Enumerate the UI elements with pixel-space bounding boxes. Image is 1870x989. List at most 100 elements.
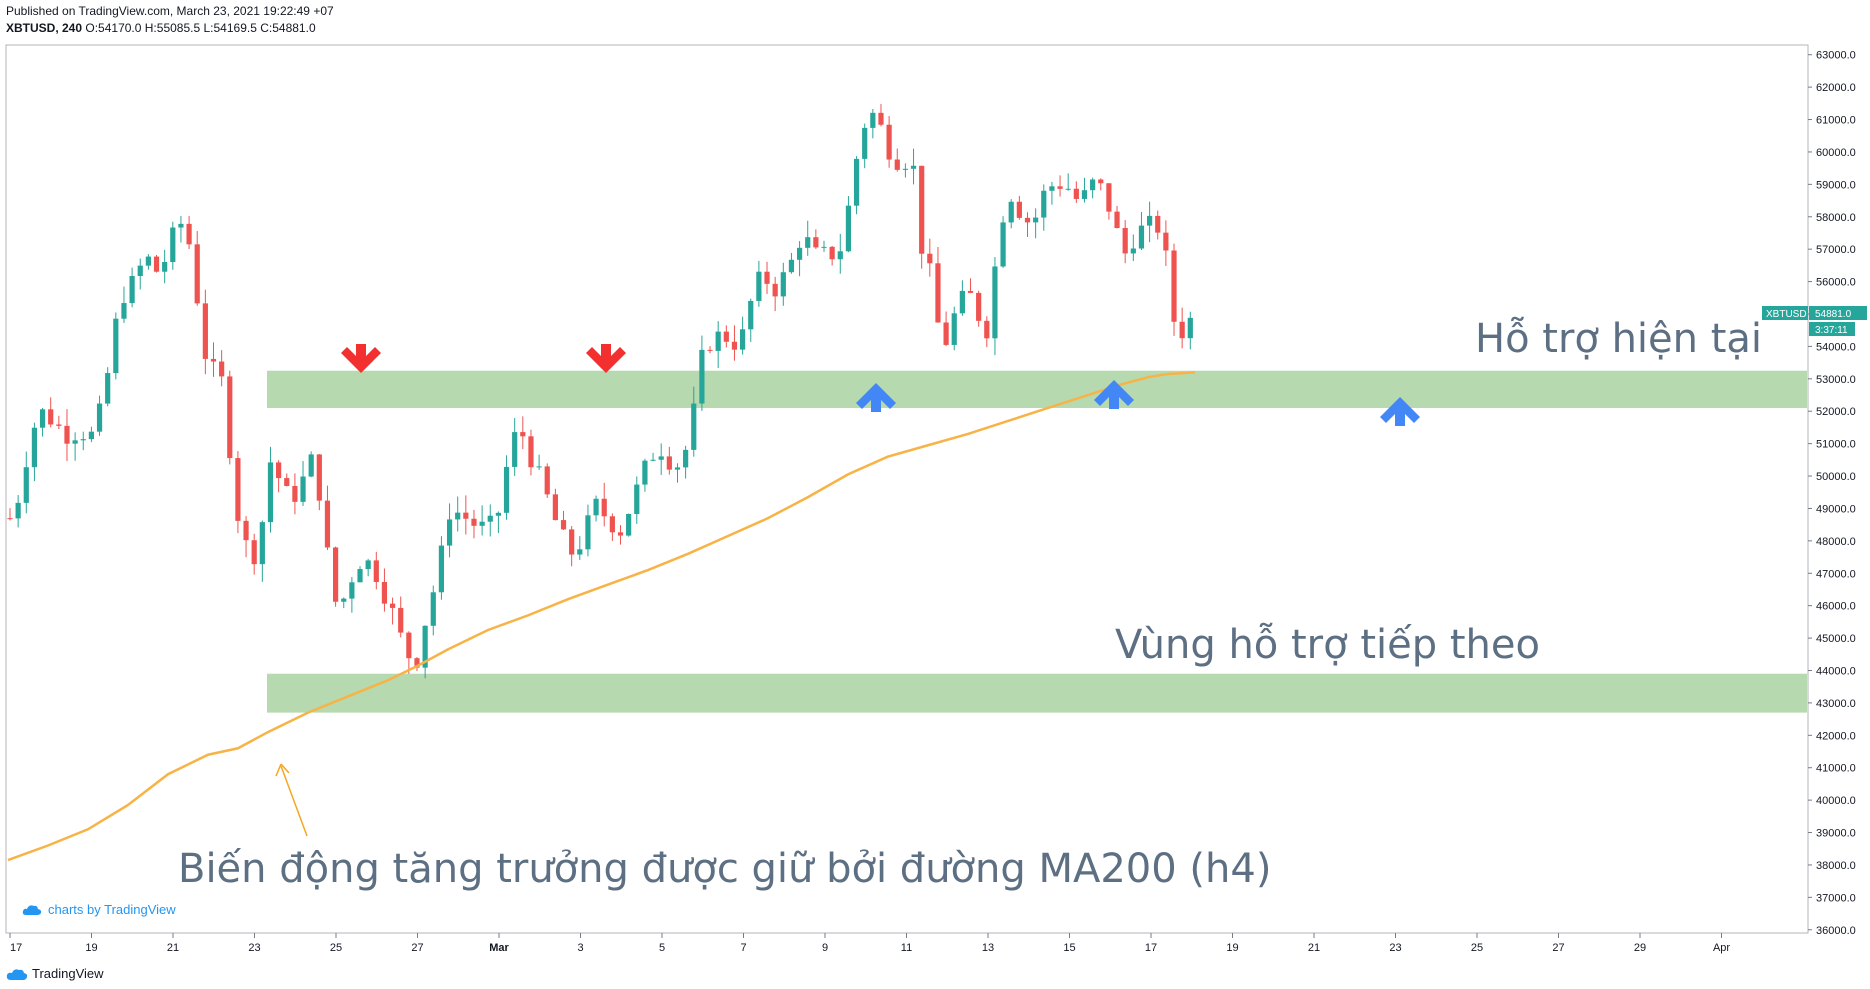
y-tick-label: 38000.0 [1816, 860, 1856, 872]
y-tick-label: 42000.0 [1816, 730, 1856, 742]
candle-down [552, 494, 558, 521]
candle-down [1024, 217, 1031, 223]
footer-brand[interactable]: TradingView [6, 966, 104, 981]
resistance-arrow-icon [341, 344, 381, 373]
candle-up [308, 454, 314, 477]
y-tick-label: 45000.0 [1816, 633, 1856, 645]
candle-up [780, 272, 786, 297]
candle-down [569, 529, 575, 555]
candle-down [967, 290, 974, 293]
candle-up [487, 515, 493, 522]
candle-up [137, 265, 143, 277]
candle-up [1081, 190, 1088, 199]
x-tick-label: 15 [1063, 942, 1075, 954]
candle-down [886, 124, 892, 160]
candle-down [235, 458, 241, 521]
y-tick-label: 49000.0 [1816, 503, 1856, 515]
candle-up [853, 158, 860, 206]
candle-up [113, 318, 119, 374]
plot-frame [5, 44, 1809, 934]
support-arrow-icon [1094, 380, 1134, 409]
candle-down [276, 462, 282, 479]
candle-down [463, 512, 469, 519]
y-tick-label: 56000.0 [1816, 277, 1856, 289]
candle-up [349, 582, 355, 599]
candle-up [503, 466, 510, 513]
x-tick-label: 7 [740, 942, 746, 954]
high-value: H:55085.5 [144, 21, 201, 35]
y-tick-label: 48000.0 [1816, 536, 1856, 548]
candle-up [1130, 248, 1136, 254]
candle-up [357, 569, 363, 583]
candle-down [381, 581, 388, 604]
x-tick-label: 3 [577, 942, 583, 954]
candle-up [1187, 317, 1193, 339]
ma200-line [7, 371, 1196, 862]
candle-down [1155, 215, 1161, 233]
candle-up [910, 165, 917, 169]
candle-up [699, 349, 705, 404]
candle-down [1057, 186, 1063, 189]
footer-brand-text: TradingView [32, 966, 104, 981]
x-tick-label: 29 [1634, 942, 1646, 954]
y-tick-label: 43000.0 [1816, 698, 1856, 710]
y-tick-label: 61000.0 [1816, 115, 1856, 127]
candle-down [398, 607, 404, 633]
symbol-label: XBTUSD, 240 [6, 21, 83, 35]
current-support-annotation: Hỗ trợ hiện tại [1475, 316, 1762, 362]
candle-down [316, 454, 322, 501]
candle-down [292, 485, 298, 502]
candle-down [64, 425, 70, 444]
candle-up [259, 522, 265, 565]
candle-down [609, 516, 615, 533]
y-tick-label: 40000.0 [1816, 795, 1856, 807]
candle-up [170, 227, 176, 262]
y-tick-label: 41000.0 [1816, 763, 1856, 775]
candle-down [829, 246, 835, 260]
tradingview-watermark[interactable]: charts by TradingView [22, 902, 176, 917]
candle-down [186, 223, 192, 245]
candle-down [560, 520, 567, 530]
published-line: Published on TradingView.com, March 23, … [6, 4, 334, 18]
y-tick-label: 44000.0 [1816, 665, 1856, 677]
candle-up [691, 403, 697, 450]
candle-down [333, 547, 339, 602]
candle-up [341, 598, 347, 602]
candle-up [748, 300, 754, 330]
candle-up [145, 256, 151, 266]
candle-down [251, 540, 257, 565]
candle-down [1073, 188, 1079, 199]
candle-up [870, 112, 876, 128]
candle-up [455, 512, 461, 520]
x-tick-label: 11 [901, 942, 912, 954]
last-price-tag-text: 54881.0 [1815, 309, 1852, 320]
candle-down [935, 263, 941, 323]
support-arrow-icon [856, 383, 896, 412]
y-tick-label: 58000.0 [1816, 212, 1856, 224]
ma-pointer-arrow-icon [275, 763, 308, 837]
candle-down [1016, 201, 1022, 218]
x-tick-label: 21 [167, 942, 179, 954]
candle-up [634, 484, 640, 514]
candle-up [88, 431, 94, 440]
candle-up [267, 462, 274, 523]
cloud-logo-icon [22, 904, 42, 915]
candle-up [31, 427, 38, 468]
candle-down [1122, 227, 1128, 254]
candle-up [162, 261, 168, 272]
candle-up [23, 467, 29, 503]
x-tick-label: 19 [85, 942, 97, 954]
candle-up [15, 502, 21, 519]
x-tick-label: 13 [982, 942, 994, 954]
candle-up [821, 246, 827, 248]
x-tick-label: 27 [411, 942, 423, 954]
candle-down [194, 244, 200, 304]
x-tick-label: Apr [1713, 942, 1730, 954]
candle-up [585, 515, 591, 550]
y-tick-label: 51000.0 [1816, 439, 1856, 451]
y-tick-label: 36000.0 [1816, 925, 1856, 937]
y-tick-label: 63000.0 [1816, 50, 1856, 62]
candle-up [300, 476, 306, 502]
candle-up [1041, 190, 1047, 218]
